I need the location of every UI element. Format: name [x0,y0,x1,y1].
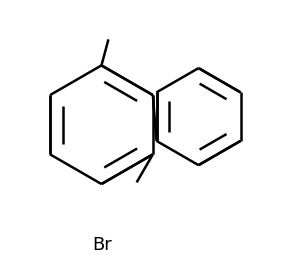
Text: Br: Br [92,236,112,254]
